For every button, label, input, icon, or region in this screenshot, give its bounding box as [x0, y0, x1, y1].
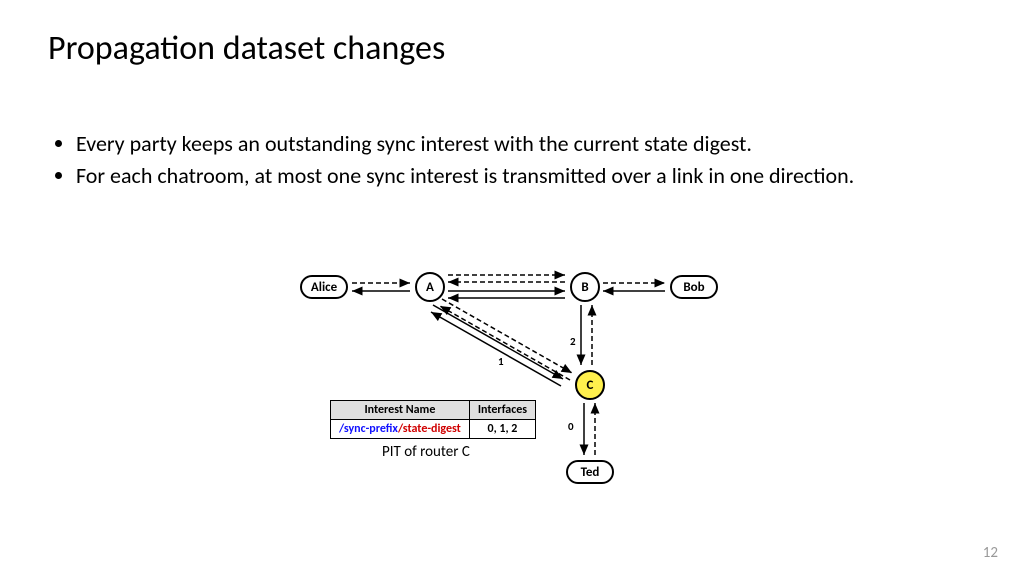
edge-label-2: 2: [570, 335, 576, 348]
network-diagram: Alice A B Bob C Ted 2 1 0 Interest Name …: [300, 265, 740, 495]
pit-cell-ifaces: 0, 1, 2: [469, 420, 535, 439]
node-bob: Bob: [670, 275, 718, 299]
node-a: A: [415, 272, 445, 302]
node-c: C: [575, 370, 605, 400]
bullet-item: For each chatroom, at most one sync inte…: [76, 162, 976, 190]
edge-label-0: 0: [568, 420, 574, 433]
node-ted: Ted: [566, 460, 614, 484]
pit-caption: PIT of router C: [382, 443, 470, 461]
edges-svg: [300, 265, 740, 495]
bullet-list: Every party keeps an outstanding sync in…: [48, 130, 976, 193]
pit-cell-name: /sync-prefix/state-digest: [331, 420, 470, 439]
slide-title: Propagation dataset changes: [48, 28, 445, 69]
node-alice: Alice: [300, 275, 348, 299]
pit-table: Interest Name Interfaces /sync-prefix/st…: [330, 400, 536, 439]
node-b: B: [570, 272, 600, 302]
page-number: 12: [983, 544, 998, 562]
pit-header-name: Interest Name: [331, 401, 470, 420]
bullet-item: Every party keeps an outstanding sync in…: [76, 130, 976, 158]
pit-header-ifaces: Interfaces: [469, 401, 535, 420]
edge-label-1: 1: [498, 355, 504, 368]
